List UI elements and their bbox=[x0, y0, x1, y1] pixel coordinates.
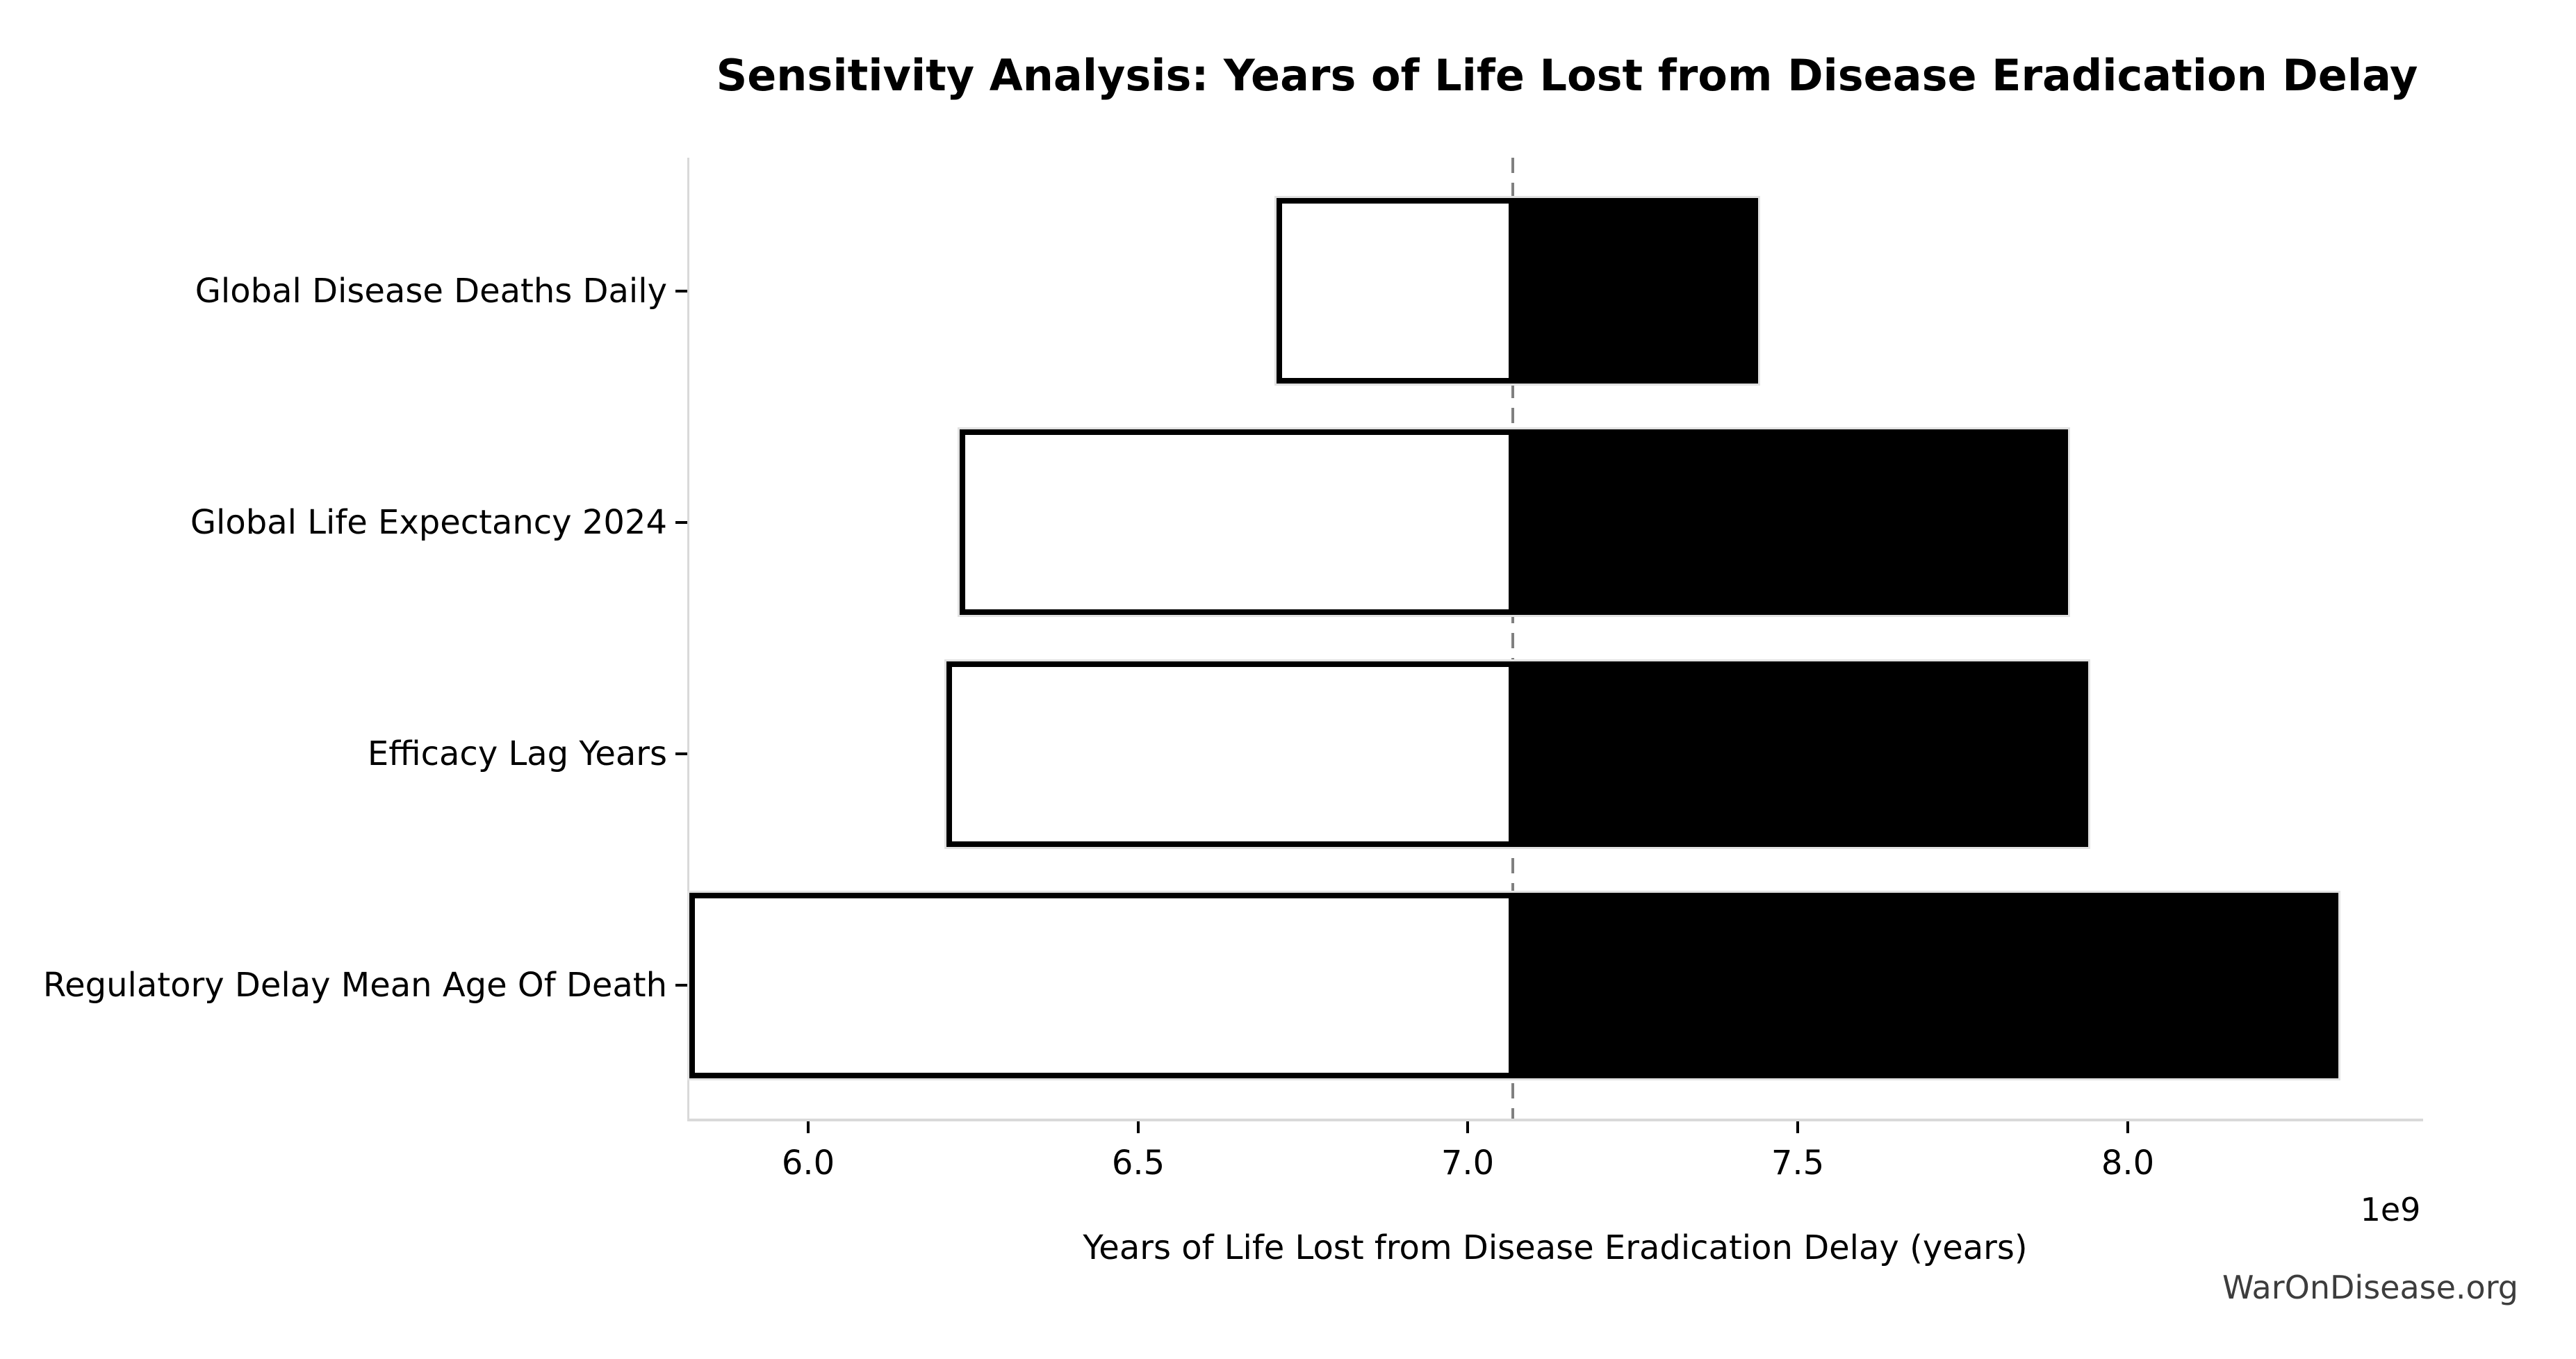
bar-high-segment bbox=[1514, 198, 1758, 384]
y-tick-label: Global Life Expectancy 2024 bbox=[190, 503, 667, 542]
y-tick-label: Efficacy Lag Years bbox=[367, 734, 667, 773]
y-tick-mark bbox=[675, 290, 687, 293]
x-tick-label: 8.0 bbox=[2101, 1144, 2155, 1183]
bar-row-0 bbox=[1277, 198, 1758, 384]
x-tick-mark bbox=[1466, 1121, 1469, 1133]
y-tick-label: Global Disease Deaths Daily bbox=[195, 272, 667, 311]
bar-row-1 bbox=[960, 429, 2068, 615]
x-axis-label: Years of Life Lost from Disease Eradicat… bbox=[1083, 1228, 2028, 1267]
bar-low-segment bbox=[946, 661, 1514, 847]
bar-row-3 bbox=[689, 893, 2338, 1078]
axis-offset-label: 1e9 bbox=[2360, 1191, 2421, 1228]
bar-high-segment bbox=[1514, 429, 2068, 615]
x-tick-label: 6.0 bbox=[781, 1144, 835, 1183]
bar-high-segment bbox=[1514, 893, 2338, 1078]
y-axis-spine bbox=[687, 158, 689, 1121]
bar-low-segment bbox=[1277, 198, 1514, 384]
chart-title: Sensitivity Analysis: Years of Life Lost… bbox=[716, 50, 2418, 101]
x-tick-mark bbox=[1137, 1121, 1140, 1133]
bar-low-segment bbox=[689, 893, 1514, 1078]
bar-high-segment bbox=[1514, 661, 2088, 847]
x-tick-mark bbox=[2126, 1121, 2129, 1133]
x-tick-label: 7.0 bbox=[1441, 1144, 1495, 1183]
x-tick-label: 7.5 bbox=[1771, 1144, 1825, 1183]
y-tick-label: Regulatory Delay Mean Age Of Death bbox=[42, 966, 667, 1005]
watermark: WarOnDisease.org bbox=[2222, 1269, 2518, 1306]
x-tick-mark bbox=[1796, 1121, 1799, 1133]
bar-row-2 bbox=[946, 661, 2088, 847]
y-tick-mark bbox=[675, 984, 687, 987]
x-tick-mark bbox=[807, 1121, 810, 1133]
y-tick-mark bbox=[675, 521, 687, 524]
y-tick-mark bbox=[675, 752, 687, 755]
x-tick-label: 6.5 bbox=[1111, 1144, 1165, 1183]
bar-low-segment bbox=[960, 429, 1514, 615]
baseline-dashed-line bbox=[1511, 158, 1514, 1119]
x-axis-spine bbox=[687, 1119, 2423, 1121]
